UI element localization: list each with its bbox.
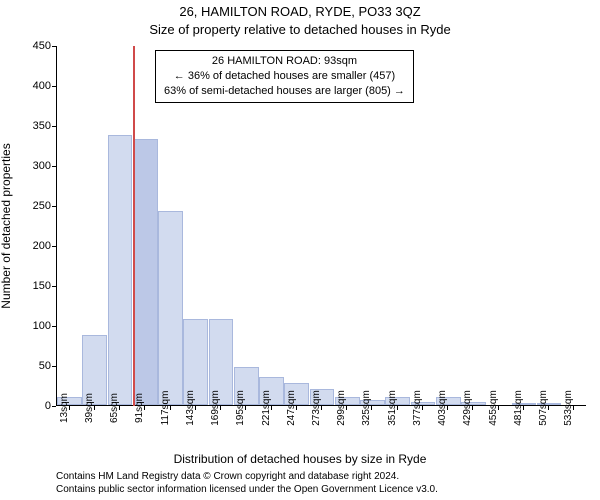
y-tick-label: 400 [11,80,51,92]
x-tick-label: 65sqm [105,393,120,423]
x-tick-label: 351sqm [383,390,398,426]
y-tick-label: 250 [11,200,51,212]
chart-supertitle: 26, HAMILTON ROAD, RYDE, PO33 3QZ [0,4,600,19]
y-tick-mark [52,286,56,287]
y-tick-mark [52,206,56,207]
x-tick-label: 195sqm [231,390,246,426]
x-axis-label: Distribution of detached houses by size … [0,452,600,466]
x-tick-label: 455sqm [484,390,499,426]
y-tick-mark [52,246,56,247]
annotation-line-3: 63% of semi-detached houses are larger (… [164,84,405,99]
property-marker-line [133,46,135,406]
x-tick-label: 143sqm [181,390,196,426]
y-tick-label: 150 [11,280,51,292]
y-tick-label: 50 [11,360,51,372]
x-tick-label: 169sqm [206,390,221,426]
y-tick-mark [52,366,56,367]
x-tick-label: 325sqm [357,390,372,426]
y-tick-label: 450 [11,40,51,52]
y-tick-mark [52,126,56,127]
x-tick-label: 403sqm [433,390,448,426]
y-tick-label: 0 [11,400,51,412]
x-tick-label: 39sqm [80,393,95,423]
footer-line-1: Contains HM Land Registry data © Crown c… [56,470,438,483]
x-tick-label: 377sqm [408,390,423,426]
x-tick-label: 481sqm [509,390,524,426]
plot-area: 26 HAMILTON ROAD: 93sqm ← 36% of detache… [56,46,586,406]
histogram-bar [108,135,133,405]
x-tick-label: 13sqm [55,393,70,423]
y-tick-label: 100 [11,320,51,332]
y-tick-label: 200 [11,240,51,252]
annotation-box: 26 HAMILTON ROAD: 93sqm ← 36% of detache… [155,50,414,103]
x-tick-label: 117sqm [156,391,171,426]
histogram-bar [133,139,158,405]
histogram-bar [158,211,183,405]
x-tick-label: 507sqm [534,390,549,426]
x-tick-label: 299sqm [332,390,347,426]
annotation-line-1: 26 HAMILTON ROAD: 93sqm [164,54,405,69]
y-tick-label: 300 [11,160,51,172]
chart-subtitle: Size of property relative to detached ho… [0,22,600,37]
y-tick-mark [52,166,56,167]
x-tick-label: 429sqm [458,390,473,426]
x-tick-label: 221sqm [257,390,272,426]
x-tick-label: 247sqm [282,390,297,426]
y-tick-mark [52,86,56,87]
y-tick-mark [52,326,56,327]
x-tick-label: 273sqm [307,390,322,426]
y-tick-label: 350 [11,120,51,132]
y-tick-mark [52,46,56,47]
annotation-line-2: ← 36% of detached houses are smaller (45… [164,69,405,84]
x-tick-label: 533sqm [559,390,574,426]
footer-attribution: Contains HM Land Registry data © Crown c… [56,470,438,496]
footer-line-2: Contains public sector information licen… [56,483,438,496]
x-tick-label: 91sqm [130,393,145,423]
